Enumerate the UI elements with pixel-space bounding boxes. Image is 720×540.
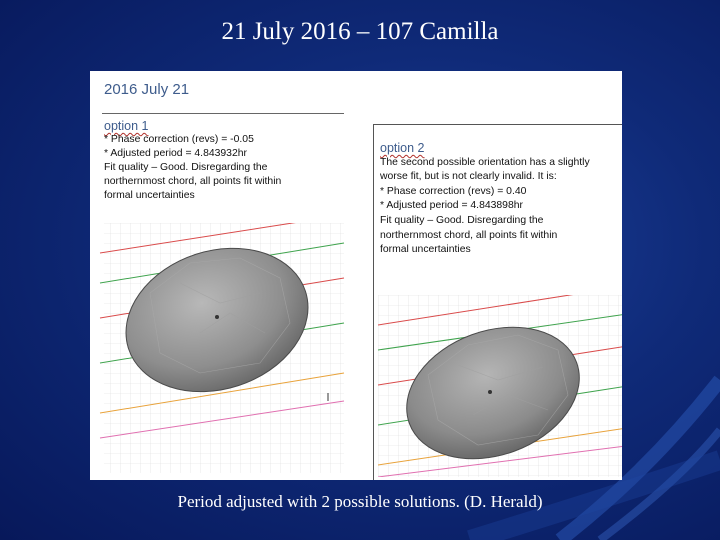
option2-line: * Phase correction (revs) = 0.40 (380, 185, 527, 197)
option2-box: option 2 The second possible orientation… (373, 124, 622, 480)
option1-title: option 1 (104, 119, 149, 133)
option1-line: * Adjusted period = 4.843932hr (104, 148, 247, 159)
option2-line: northernmost chord, all points fit withi… (380, 229, 558, 241)
option2-line: formal uncertainties (380, 244, 471, 256)
slide-title: 21 July 2016 – 107 Camilla (221, 18, 499, 45)
option1-line: northernmost chord, all points fit withi… (104, 176, 282, 187)
option1-text: option 1 * Phase correction (revs) = -0.… (104, 119, 344, 203)
option1-shape-plot (99, 223, 345, 473)
option1-line: formal uncertainties (104, 190, 195, 201)
option2-title: option 2 (380, 141, 425, 155)
option1-line: * Phase correction (revs) = -0.05 (104, 134, 254, 145)
heading-divider (102, 113, 344, 114)
option2-line: The second possible orientation has a sl… (380, 156, 590, 168)
option2-shape-plot (378, 295, 622, 477)
option2-text: option 2 The second possible orientation… (380, 141, 622, 258)
content-panel: 2016 July 21 option 1 * Phase correction… (90, 71, 622, 480)
panel-heading: 2016 July 21 (104, 81, 190, 98)
option1-line: Fit quality – Good. Disregarding the (104, 162, 268, 173)
option2-line: * Adjusted period = 4.843898hr (380, 200, 523, 212)
option2-line: Fit quality – Good. Disregarding the (380, 214, 544, 226)
slide-caption: Period adjusted with 2 possible solution… (177, 492, 543, 511)
option2-line: worse fit, but is not clearly invalid. I… (380, 171, 557, 183)
